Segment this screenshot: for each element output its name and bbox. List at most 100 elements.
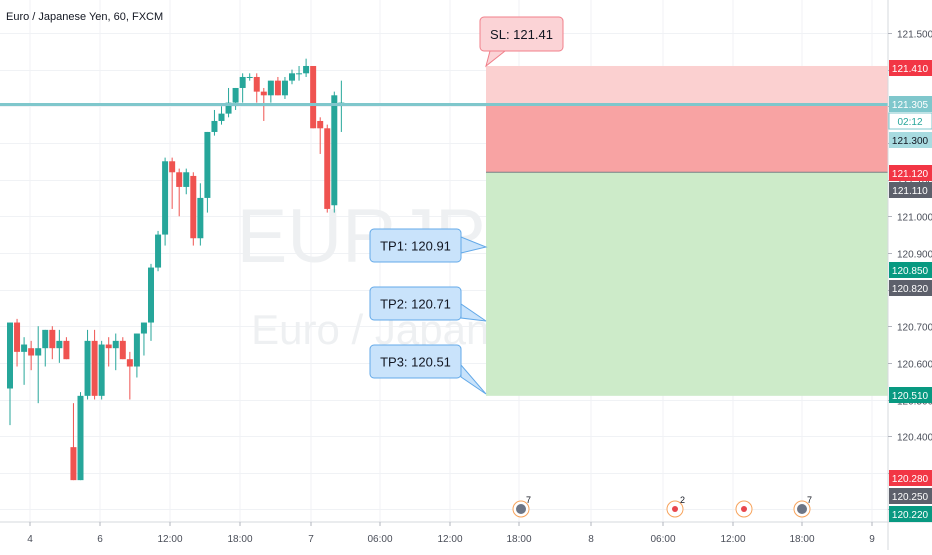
candle-body <box>7 322 13 389</box>
candle-body <box>289 73 295 81</box>
candle-body <box>218 113 225 121</box>
candle-body <box>324 128 331 209</box>
price-label-box <box>889 506 932 522</box>
candle-body <box>296 73 303 75</box>
candle-body <box>98 344 105 396</box>
price-label-text: 120.850 <box>892 266 929 277</box>
candle-body <box>225 102 232 114</box>
news-event-dot <box>797 504 807 514</box>
candle-body <box>281 80 288 96</box>
candle-body <box>303 65 310 74</box>
candle-body <box>169 161 176 173</box>
price-label-box <box>889 470 932 486</box>
price-label-text: 121.305 <box>892 100 929 111</box>
price-tick-label: 120.900 <box>897 250 932 261</box>
time-tick-label: 18:00 <box>789 534 814 545</box>
candle-body <box>197 197 204 239</box>
target-zone <box>486 172 888 396</box>
price-label-box <box>889 60 932 76</box>
candle-body <box>105 344 112 349</box>
price-tick-label: 121.500 <box>897 30 932 41</box>
candle-body <box>28 348 35 356</box>
candle-body <box>119 340 126 360</box>
price-label-text: 02:12 <box>897 117 922 128</box>
price-tick-label: 120.600 <box>897 360 932 371</box>
candles <box>7 58 345 481</box>
economic-event-dot <box>741 506 747 512</box>
callout-label: TP2: 120.71 <box>380 297 451 312</box>
candle-body <box>84 340 91 396</box>
candle-body <box>21 344 28 352</box>
candle-body <box>260 91 267 96</box>
callout-box <box>369 344 462 379</box>
price-label-text: 120.510 <box>892 391 929 402</box>
price-label-text: 120.280 <box>892 474 929 485</box>
candle-body <box>49 329 56 349</box>
economic-event-dot <box>672 506 678 512</box>
time-tick-label: 4 <box>27 534 33 545</box>
callout-box <box>369 286 462 321</box>
candle-body <box>267 80 274 96</box>
callout-box <box>369 228 462 263</box>
callout-label: TP1: 120.91 <box>380 239 451 254</box>
time-tick-label: 12:00 <box>720 534 745 545</box>
time-axis[interactable]: 4 6 12:00 18:00 7 06:00 12:00 18:00 8 06:00 12:00 1… <box>27 522 875 545</box>
event-count: 2 <box>680 495 685 505</box>
price-label-box <box>889 96 932 112</box>
price-label-box <box>889 262 932 278</box>
price-label-text: 121.410 <box>892 64 929 75</box>
event-markers: 7 2 7 <box>512 495 812 518</box>
candle-body <box>331 95 338 206</box>
candle-body <box>155 234 162 268</box>
event-count: 7 <box>526 495 531 505</box>
time-tick-label: 8 <box>588 534 594 545</box>
candle-body <box>14 322 21 352</box>
price-tick-label: 120.400 <box>897 433 932 444</box>
candle-body <box>140 322 147 334</box>
candle-body <box>35 348 42 356</box>
candle-body <box>274 80 281 96</box>
time-tick-label: 18:00 <box>227 534 252 545</box>
time-tick-label: 7 <box>308 534 314 545</box>
price-label-box <box>889 165 932 181</box>
event-count: 7 <box>807 495 812 505</box>
time-tick-label: 9 <box>869 534 875 545</box>
price-label-text: 120.820 <box>892 284 929 295</box>
price-label-text: 120.250 <box>892 492 929 503</box>
callout-box <box>479 16 564 52</box>
candle-body <box>211 120 218 132</box>
chart-title: Euro / Japanese Yen, 60, FXCM <box>6 11 163 23</box>
price-label-text: 121.300 <box>892 136 929 147</box>
price-label-box <box>889 488 932 504</box>
candle-body <box>42 329 49 349</box>
price-label-text: 120.220 <box>892 510 929 521</box>
price-label-box <box>889 132 932 148</box>
candle-body <box>56 340 63 349</box>
time-tick-label: 12:00 <box>157 534 182 545</box>
price-label-box <box>888 112 932 130</box>
price-label-box <box>889 182 932 198</box>
candle-body <box>112 340 119 349</box>
price-label-box <box>889 280 932 296</box>
candle-body <box>148 267 154 323</box>
candle-body <box>162 161 169 235</box>
time-tick-label: 12:00 <box>437 534 462 545</box>
candle-body <box>253 76 260 92</box>
callouts: SL: 121.41 TP1: 120.91 TP2: 120.71 TP3: 120… <box>369 16 564 395</box>
candle-body <box>239 76 246 88</box>
candle-body <box>310 65 317 129</box>
candle-body <box>183 172 190 187</box>
time-tick-label: 06:00 <box>367 534 392 545</box>
stop-zone-light <box>486 65 888 105</box>
price-label-text: 121.120 <box>892 169 929 180</box>
price-tick-label: 121.000 <box>897 213 932 224</box>
price-tick-label: 120.700 <box>897 323 932 334</box>
candle-body <box>246 76 253 78</box>
time-tick-label: 06:00 <box>650 534 675 545</box>
candle-body <box>77 395 84 481</box>
callout-label: TP3: 120.51 <box>380 355 451 370</box>
candle-body <box>91 340 98 396</box>
